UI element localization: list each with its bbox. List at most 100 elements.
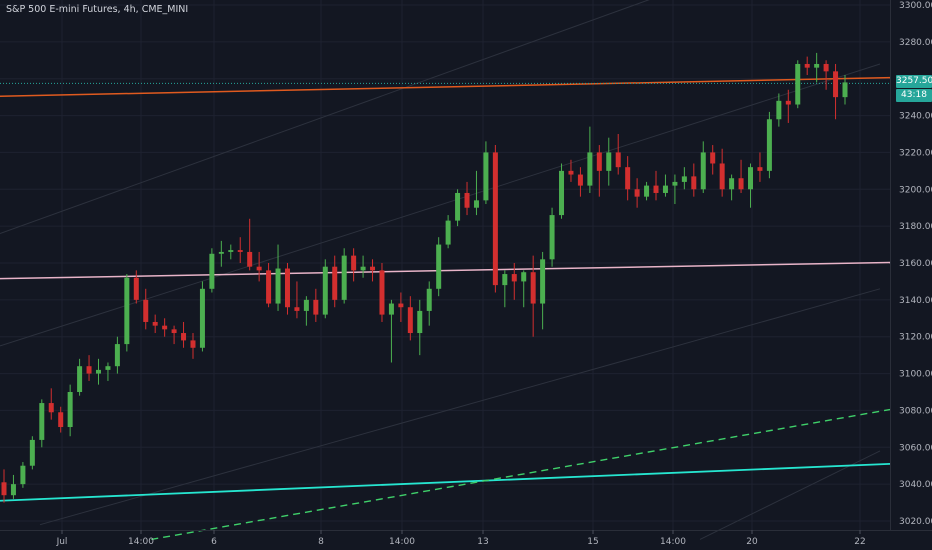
candle [577,167,583,197]
candle-body [606,152,612,171]
candle-body [152,321,158,326]
candle [152,314,158,334]
candle-body [29,439,35,466]
candle [691,163,697,197]
candle-body [473,200,479,208]
candle-body [804,63,810,68]
candle-body [1,482,7,496]
candle [436,237,442,297]
y-tick-label: 3240.00 [899,112,932,122]
candle [313,288,319,322]
candle-body [407,307,413,334]
candle-body [313,299,319,315]
candle-body [426,288,432,311]
candle-body [757,167,763,171]
x-tick-label: 15 [587,537,598,547]
candle-body [95,369,101,374]
candle-body [483,152,489,201]
candle [379,263,385,322]
candle-body [20,465,26,485]
candle-body [464,192,470,208]
candle-body [729,178,735,190]
y-tick-label: 3180.00 [899,222,932,232]
candle-body [596,152,602,171]
candle [729,174,735,201]
candle [332,255,338,308]
candle-body [502,274,508,286]
candle [464,181,470,216]
candle [171,325,177,345]
candle-body [10,484,16,496]
candle [738,159,744,193]
candle [77,358,83,396]
candle [370,259,376,282]
y-tick-label: 3200.00 [899,185,932,195]
candle-body [568,170,574,175]
candle-body [181,333,187,341]
candle [559,163,565,219]
candle [162,318,168,337]
candle-body [785,100,791,105]
trendline [0,261,891,280]
y-tick-label: 3060.00 [899,443,932,453]
candle-body [540,259,546,304]
candle-body [143,299,149,322]
candle [86,355,92,381]
candle [842,75,848,105]
x-tick-label: 14:00 [128,537,154,547]
candle-body [351,255,357,271]
candle [644,181,650,201]
candle [114,336,120,374]
candle-body [48,403,54,413]
candle-body [388,303,394,315]
candle [587,126,593,193]
candle [407,296,413,341]
y-tick-label: 3280.00 [899,38,932,48]
candle [568,159,574,182]
y-tick-label: 3140.00 [899,296,932,306]
x-tick-label: 14:00 [660,537,686,547]
time-axis[interactable]: Jul 14:00 6 8 14:00 13 15 14:00 20 22 [56,530,866,547]
candle [615,134,621,175]
candle-body [577,174,583,186]
candle [511,263,517,300]
candle-body [266,270,272,304]
candle [653,170,659,201]
candle-body [436,244,442,289]
faint-channel-line [39,288,881,526]
candle-body [379,270,385,315]
candle-body [766,119,772,171]
faint-channel-line [0,0,650,234]
y-tick-label: 3160.00 [899,259,932,269]
candle [606,137,612,186]
candle-body [842,82,848,98]
candle-body [237,250,243,252]
candle-body [332,266,338,300]
candle-body [275,268,281,304]
candle-body [417,310,423,334]
candle-body [823,63,829,72]
faint-channel-lines [0,0,881,540]
candle-body [209,253,215,289]
candle-body [511,274,517,282]
candle-body [672,181,678,186]
candle [814,52,820,83]
candle [247,218,253,271]
candle-body [587,152,593,186]
candle-body [67,392,73,428]
candle [237,237,243,263]
y-tick-label: 3080.00 [899,406,932,416]
candle [105,362,111,381]
candle [360,255,366,278]
candle-body [58,412,64,428]
chart-grid [0,0,890,530]
candle [209,248,215,293]
candle-body [455,192,461,221]
candle [199,281,205,352]
candle-body [105,366,111,370]
candle [417,299,423,356]
candle [398,292,404,322]
candle [473,170,479,216]
candle-body [681,176,687,182]
